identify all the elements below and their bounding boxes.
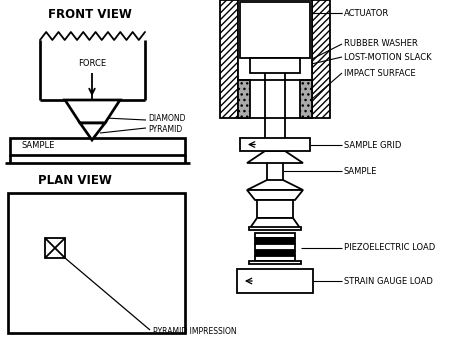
Bar	[312, 0, 330, 118]
Bar	[255, 244, 295, 250]
Bar	[255, 233, 295, 238]
Text: DIAMOND
PYRAMID: DIAMOND PYRAMID	[148, 114, 185, 134]
Bar	[249, 261, 301, 264]
Bar	[240, 138, 310, 151]
Bar	[238, 80, 250, 118]
Bar	[220, 0, 238, 118]
Text: STRAIN GAUGE LOAD: STRAIN GAUGE LOAD	[344, 277, 433, 285]
Bar	[240, 2, 310, 58]
Text: SAMPLE: SAMPLE	[344, 166, 377, 175]
Bar	[255, 251, 295, 256]
Text: PIEZOELECTRIC LOAD: PIEZOELECTRIC LOAD	[344, 244, 435, 253]
Text: LOST-MOTION SLACK: LOST-MOTION SLACK	[344, 53, 432, 62]
Bar	[257, 200, 293, 218]
Polygon shape	[80, 123, 105, 140]
Bar	[238, 0, 312, 118]
Polygon shape	[65, 100, 120, 123]
Text: SAMPLE GRID: SAMPLE GRID	[344, 141, 401, 150]
Bar	[249, 227, 301, 230]
Bar	[250, 58, 300, 73]
Polygon shape	[247, 190, 303, 200]
Bar	[237, 269, 313, 293]
Bar	[45, 238, 65, 258]
Text: FORCE: FORCE	[78, 58, 106, 68]
Bar	[255, 256, 295, 261]
Text: FRONT VIEW: FRONT VIEW	[48, 8, 132, 22]
Text: PYRAMID IMPRESSION: PYRAMID IMPRESSION	[153, 326, 237, 335]
Polygon shape	[247, 180, 303, 190]
Bar	[8, 193, 185, 333]
Text: IMPACT SURFACE: IMPACT SURFACE	[344, 69, 416, 78]
Bar	[10, 138, 185, 155]
Polygon shape	[247, 151, 303, 163]
Text: RUBBER WASHER: RUBBER WASHER	[344, 40, 418, 48]
Text: ACTUATOR: ACTUATOR	[344, 8, 389, 17]
Bar	[300, 80, 312, 118]
Text: PLAN VIEW: PLAN VIEW	[38, 174, 112, 187]
Polygon shape	[250, 218, 300, 228]
Text: SAMPLE: SAMPLE	[22, 142, 55, 150]
Bar	[255, 238, 295, 244]
